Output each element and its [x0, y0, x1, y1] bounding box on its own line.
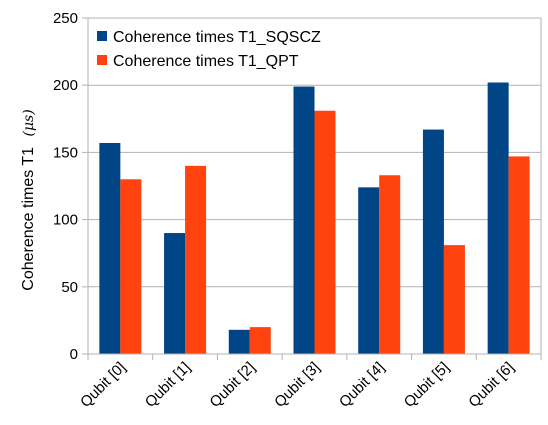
x-tick-label: Qubit [1]: [142, 359, 194, 411]
bar-sqscz: [164, 233, 186, 354]
legend-swatch: [97, 31, 107, 41]
legend-label: Coherence times T1_SQSCZ: [113, 29, 321, 46]
y-axis-unit: (μs): [21, 109, 37, 136]
bar-qpt: [314, 110, 336, 355]
bar-qpt: [443, 245, 465, 354]
y-tick-label: 200: [53, 77, 78, 94]
x-tick-label: Qubit [4]: [336, 359, 388, 411]
bar-sqscz: [422, 129, 444, 354]
legend-label: Coherence times T1_QPT: [113, 53, 299, 70]
legend-swatch: [97, 55, 107, 65]
bar-qpt: [120, 179, 142, 354]
y-tick-label: 150: [53, 144, 78, 161]
x-tick-label: Qubit [0]: [77, 359, 129, 411]
bar-sqscz: [487, 82, 509, 355]
bar-sqscz: [293, 86, 315, 354]
bars: [99, 82, 530, 355]
y-axis-label: Coherence times T1 (μs): [20, 109, 37, 290]
bar-qpt: [508, 156, 530, 354]
x-tick-labels: Qubit [0] Qubit [1] Qubit [2] Qubit [3] Qubi…: [77, 359, 517, 411]
y-tick-label: 0: [70, 346, 78, 363]
x-tick-label: Qubit [3]: [271, 359, 323, 411]
bar-sqscz: [358, 187, 380, 354]
y-tick-label: 50: [61, 279, 78, 296]
y-tick-label: 100: [53, 212, 78, 229]
axes: [82, 17, 542, 360]
x-tick-label: Qubit [5]: [401, 359, 453, 411]
x-tick-label: Qubit [2]: [206, 359, 258, 411]
legend: Coherence times T1_SQSCZ Coherence times …: [97, 29, 321, 70]
bar-sqscz: [99, 142, 121, 354]
y-tick-label: 250: [53, 10, 78, 27]
bar-qpt: [379, 175, 401, 354]
y-axis-label-text: Coherence times T1: [20, 147, 37, 291]
y-tick-labels: 0 50 100 150 200 250: [53, 10, 78, 363]
x-tick-label: Qubit [6]: [465, 359, 517, 411]
bar-qpt: [249, 327, 271, 354]
bar-sqscz: [228, 329, 250, 354]
bar-qpt: [185, 165, 207, 354]
